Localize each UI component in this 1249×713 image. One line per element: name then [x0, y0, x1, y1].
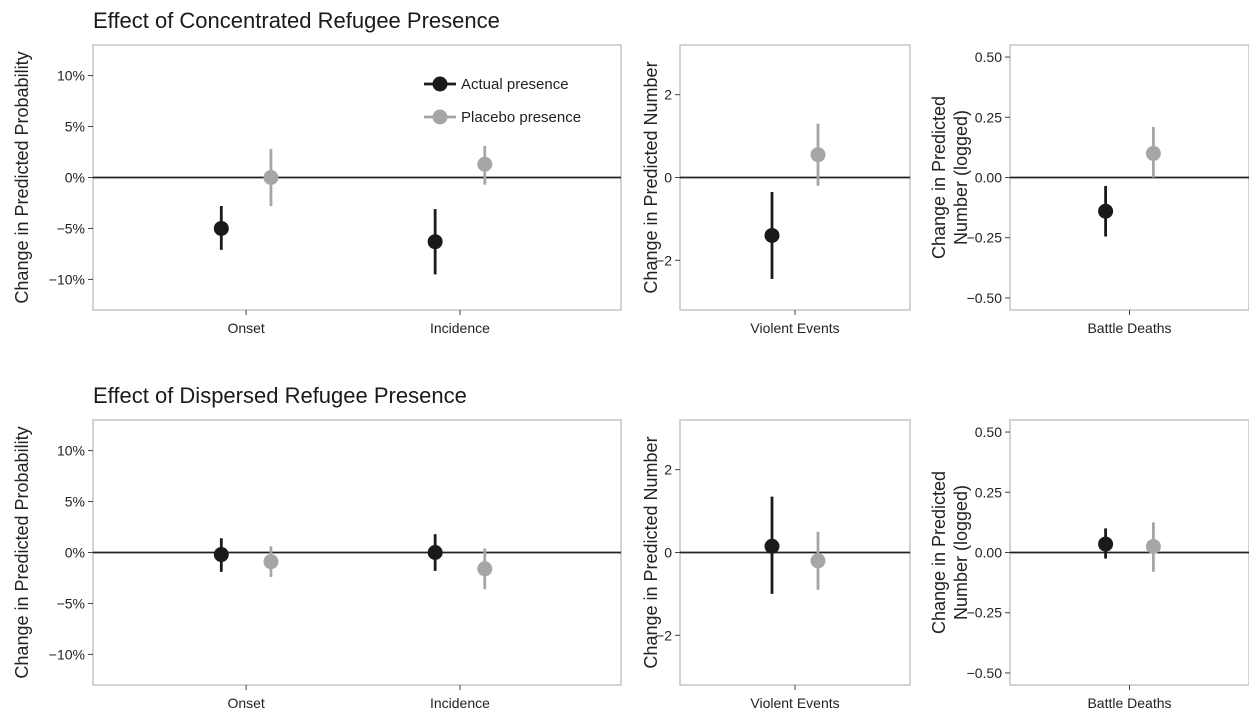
- data-point: [764, 538, 780, 554]
- y-tick-label: 2: [664, 462, 672, 478]
- y-tick-label: 0.00: [975, 170, 1002, 186]
- y-tick-label: −5%: [57, 595, 85, 611]
- panel: 0.50 0.25 0.00 −0.25 −0.50 Change in Predicte…: [929, 419, 1249, 711]
- x-tick-label: Battle Deaths: [1087, 695, 1171, 711]
- y-tick-label: 5%: [65, 494, 85, 510]
- y-axis-title: Change in Predicted Probability: [12, 51, 32, 303]
- y-tick-label: 0.25: [975, 484, 1002, 500]
- panel: 10% 5% 0% −5% −10% Change in Predicted Probab…: [12, 419, 622, 711]
- y-axis-title: Change in Predicted Number: [641, 61, 661, 293]
- data-point: [1098, 203, 1114, 219]
- x-tick-label: Incidence: [430, 320, 490, 336]
- panel: 0.50 0.25 0.00 −0.25 −0.50 Change in Predicte…: [929, 44, 1249, 336]
- y-tick-label: −10%: [49, 271, 85, 287]
- x-tick-label: Battle Deaths: [1087, 320, 1171, 336]
- y-tick-label: 0.50: [975, 424, 1002, 440]
- data-point: [477, 561, 493, 577]
- data-point: [1145, 538, 1161, 554]
- y-tick-label: 10%: [57, 443, 85, 459]
- y-tick-label: 0: [664, 170, 672, 186]
- y-tick-label: 5%: [65, 119, 85, 135]
- x-tick-label: Violent Events: [750, 320, 839, 336]
- y-tick-label: −0.50: [967, 665, 1003, 681]
- y-tick-label: 0.00: [975, 545, 1002, 561]
- x-tick-label: Violent Events: [750, 695, 839, 711]
- y-tick-label: −0.25: [967, 605, 1003, 621]
- y-tick-label: 2: [664, 87, 672, 103]
- data-point: [263, 554, 279, 570]
- x-tick-label: Onset: [227, 320, 264, 336]
- data-point: [810, 147, 826, 163]
- section-title: Effect of Concentrated Refugee Presence: [93, 8, 500, 33]
- y-tick-label: −2: [656, 627, 672, 643]
- y-tick-label: −10%: [49, 646, 85, 662]
- y-tick-label: 0: [664, 545, 672, 561]
- data-point: [810, 553, 826, 569]
- data-point: [263, 170, 279, 185]
- legend: Actual presence Placebo presence: [424, 76, 581, 126]
- y-tick-label: 0%: [65, 545, 85, 561]
- y-tick-label: −2: [656, 252, 672, 268]
- data-point: [1098, 536, 1114, 552]
- data-point: [477, 156, 493, 172]
- data-point: [764, 227, 780, 243]
- section-title: Effect of Dispersed Refugee Presence: [93, 383, 467, 408]
- y-tick-label: −5%: [57, 220, 85, 236]
- legend-label: Placebo presence: [461, 109, 581, 126]
- data-point: [1145, 145, 1161, 161]
- legend-key-point: [432, 109, 448, 125]
- x-tick-label: Incidence: [430, 695, 490, 711]
- y-tick-label: 0.25: [975, 109, 1002, 125]
- y-tick-label: 0%: [65, 170, 85, 186]
- data-point: [427, 234, 443, 250]
- x-tick-label: Onset: [227, 695, 264, 711]
- data-point: [213, 547, 229, 563]
- y-axis-title: Change in Predicted Number (logged): [929, 471, 971, 634]
- y-tick-label: −0.25: [967, 230, 1003, 246]
- legend-key-point: [432, 76, 448, 92]
- legend-label: Actual presence: [461, 76, 569, 93]
- y-tick-label: −0.50: [967, 290, 1003, 306]
- y-axis-title: Change in Predicted Probability: [12, 426, 32, 678]
- panel: 10% 5% 0% −5% −10% Change in Predicted Probab…: [12, 44, 622, 336]
- y-axis-title: Change in Predicted Number: [641, 436, 661, 668]
- y-axis-title: Change in Predicted Number (logged): [929, 96, 971, 259]
- data-point: [213, 220, 229, 236]
- y-tick-label: 0.50: [975, 49, 1002, 65]
- data-point: [427, 545, 443, 560]
- y-tick-label: 10%: [57, 68, 85, 84]
